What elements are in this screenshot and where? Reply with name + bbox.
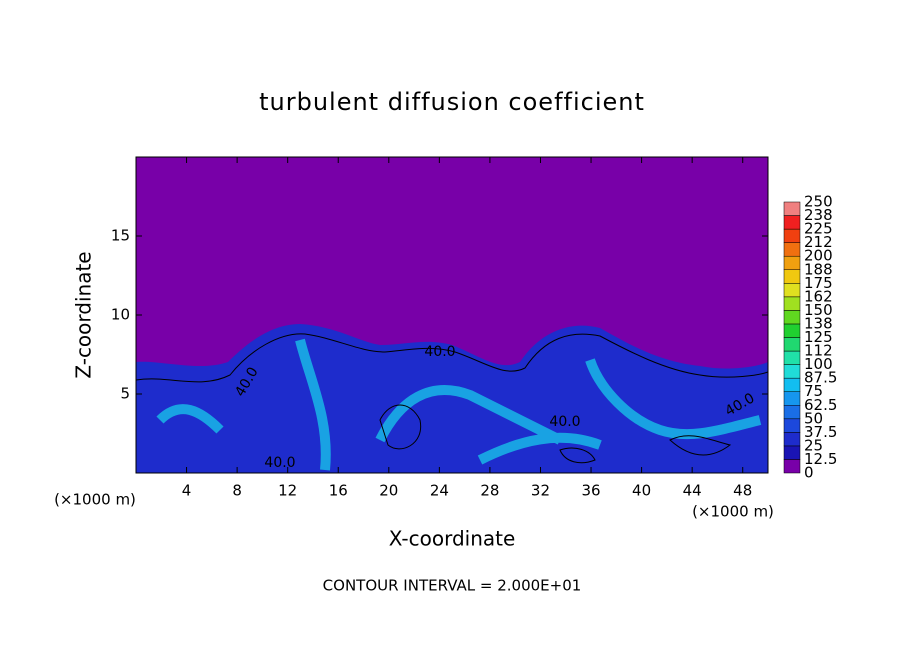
contour-label: 40.0 [424,344,455,360]
y-tick-label: 5 [120,385,130,403]
contour-label: 40.0 [549,414,580,430]
x-unit: (×1000 m) [54,491,136,509]
colorbar-label: 0 [804,464,814,482]
colorbar-label: 200 [804,247,833,265]
x-tick-label: 48 [733,482,752,500]
colorbar-box [783,459,801,474]
x-tick-label: 40 [632,482,651,500]
x-tick-label: 24 [430,482,449,500]
colorbar-label: 212 [804,233,833,251]
colorbar-label: 250 [804,193,833,211]
colorbar-label: 138 [804,314,833,332]
colorbar-box [783,201,801,216]
colorbar-box [783,215,801,230]
colorbar-box [783,405,801,420]
x-tick-label: 28 [480,482,499,500]
colorbar-box [783,283,801,298]
chart-title: turbulent diffusion coefficient [259,88,645,116]
colorbar-label: 50 [804,409,823,427]
colorbar-label: 100 [804,355,833,373]
colorbar-box [783,310,801,325]
colorbar-label: 150 [804,301,833,319]
footer: CONTOUR INTERVAL = 2.000E+01 [323,577,582,595]
x-tick-label: 16 [329,482,348,500]
colorbar-box [783,337,801,352]
colorbar-label: 12.5 [804,450,837,468]
colorbar-label: 37.5 [804,423,837,441]
colorbar-label: 188 [804,260,833,278]
colorbar-label: 225 [804,220,833,238]
colorbar-label: 238 [804,206,833,224]
colorbar-box [783,255,801,271]
field-streak [156,338,762,471]
x-tick-label: 44 [683,482,702,500]
colorbar-box [783,377,801,392]
colorbar-label: 175 [804,274,833,292]
colorbar-box [783,432,801,447]
x-axis-label: X-coordinate [389,527,516,551]
colorbar-box [783,391,801,406]
colorbar-box [783,350,801,365]
colorbar-label: 162 [804,287,833,305]
colorbar-box [783,418,801,433]
colorbar-label: 125 [804,328,833,346]
colorbar-label: 62.5 [804,396,837,414]
colorbar-box [783,228,801,243]
colorbar-box [783,445,801,460]
contour-field [136,157,768,473]
contour-label: 40.0 [264,455,295,471]
contour-line [136,333,768,464]
x-unit: (×1000 m) [692,503,774,521]
x-tick-label: 20 [379,482,398,500]
colorbar-box [783,296,801,311]
colorbar-box [783,242,801,257]
colorbar-label: 75 [804,382,823,400]
colorbar-label: 112 [804,342,833,360]
x-tick-label: 4 [182,482,192,500]
x-tick-label: 36 [581,482,600,500]
colorbar-box [783,323,801,338]
y-tick-label: 15 [111,227,130,245]
x-tick-label: 8 [232,482,242,500]
colorbar-label: 87.5 [804,369,837,387]
y-axis-label: Z-coordinate [72,251,96,378]
colorbar-label: 25 [804,436,823,454]
field-region [136,324,768,473]
y-tick-label: 10 [111,306,130,324]
colorbar-box [783,364,801,379]
x-tick-label: 12 [278,482,297,500]
x-tick-label: 32 [531,482,550,500]
colorbar-box [783,269,801,284]
